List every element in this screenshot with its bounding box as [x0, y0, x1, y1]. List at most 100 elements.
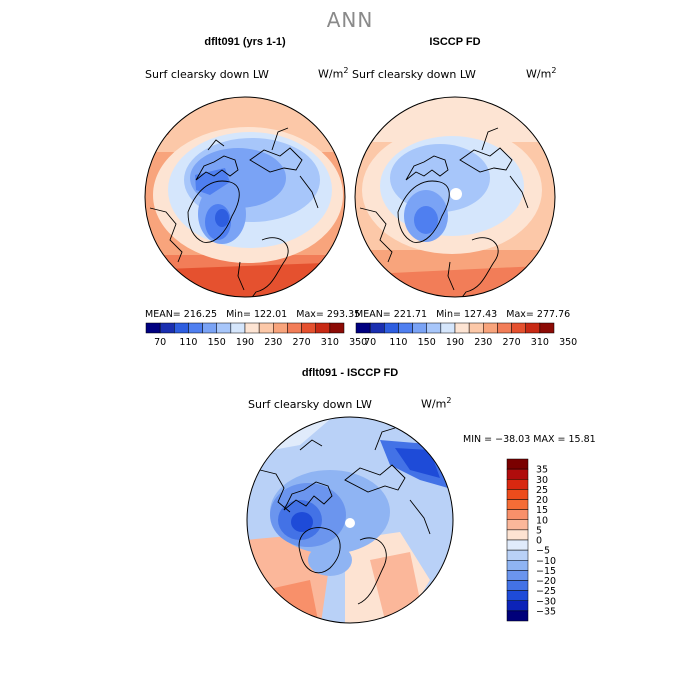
colorbar-swatch [440, 322, 456, 334]
max-label: Max= [506, 309, 534, 320]
colorbar-swatch [497, 322, 512, 334]
colorbar-tick-label: 30 [536, 475, 548, 486]
colorbar-swatch [426, 322, 442, 334]
mean-value: 221.71 [393, 309, 428, 320]
colorbar-swatch [511, 322, 526, 334]
mean-label: MEAN= [355, 309, 391, 320]
colorbar-swatch [258, 322, 274, 334]
colorbar-swatch [174, 322, 189, 334]
colorbar-swatch [159, 322, 175, 334]
mean-value: 216.25 [183, 309, 218, 320]
colorbar-tick-label: −35 [536, 606, 556, 617]
colorbar-swatch [506, 509, 529, 520]
colorbar-swatch [216, 322, 232, 334]
colorbar-swatch [506, 580, 529, 591]
colorbar-swatch [244, 322, 260, 334]
colorbar-swatch [301, 322, 316, 334]
colorbar-swatch [188, 322, 203, 334]
units-label-diff: W/m2 [421, 396, 452, 411]
colorbar-swatch [287, 322, 302, 334]
min-label: Min= [226, 309, 251, 320]
colorbar-swatch [506, 458, 529, 470]
colorbar-swatch [230, 322, 246, 334]
colorbar-tick-label: −5 [536, 546, 550, 557]
units-label-obs: W/m2 [526, 66, 557, 81]
variable-label-diff: Surf clearsky down LW [248, 398, 372, 411]
units-label-model: W/m2 [318, 66, 349, 81]
colorbar-tick-label: 310 [321, 337, 339, 348]
colorbar-tick-label: 35 [536, 465, 548, 476]
colorbar-swatch [506, 560, 529, 571]
panel-title-model: dflt091 (yrs 1-1) [204, 36, 286, 48]
colorbar-swatch [506, 610, 529, 622]
colorbar-tick-label: 270 [293, 337, 311, 348]
colorbar-tick-label: 230 [474, 337, 492, 348]
map-border-diff [246, 416, 454, 624]
colorbar-tick-label: −15 [536, 566, 556, 577]
colorbar-swatch [355, 322, 371, 334]
colorbar-tick-label: 150 [418, 337, 436, 348]
colorbar-swatch [468, 322, 484, 334]
colorbar-swatch [506, 549, 529, 561]
colorbar-swatch [506, 479, 529, 490]
max-value: 277.76 [536, 309, 571, 320]
colorbar-tick-label: 110 [179, 337, 197, 348]
colorbar-tick-label: 230 [264, 337, 282, 348]
colorbar-swatch [454, 322, 470, 334]
coastlines-model [149, 127, 319, 297]
colorbar-tick-label: 350 [349, 337, 367, 348]
coastlines-diff [259, 427, 431, 605]
colorbar-tick-label: −20 [536, 576, 556, 587]
colorbar-swatch [315, 322, 331, 334]
map-obs [355, 97, 555, 297]
colorbar-tick-label: 10 [536, 515, 548, 526]
min-value: 122.01 [253, 309, 288, 320]
colorbar-tick-label: 310 [531, 337, 549, 348]
colorbar-swatch [145, 322, 161, 334]
colorbar-swatch [506, 468, 529, 480]
colorbar-swatch [483, 322, 498, 334]
max-value: 293.35 [326, 309, 361, 320]
colorbar-swatch [539, 322, 555, 334]
colorbar-swatch [384, 322, 399, 334]
map-model [145, 97, 345, 297]
colorbar-swatch [525, 322, 541, 334]
min-value: 127.43 [463, 309, 498, 320]
stats-model: MEAN= 216.25 Min= 122.01 Max= 293.35 [145, 309, 360, 320]
figure-title: ANN [326, 8, 374, 32]
colorbar-tick-label: 15 [536, 505, 548, 516]
colorbar-swatch [506, 489, 529, 500]
colorbar-tick-label: 0 [536, 536, 542, 547]
colorbar-swatch [329, 322, 345, 334]
colorbar-tick-label: 190 [446, 337, 464, 348]
mean-label: MEAN= [145, 309, 181, 320]
min-label: Min= [436, 309, 461, 320]
colorbar-tick-label: 350 [559, 337, 577, 348]
colorbar-tick-label: 70 [154, 337, 166, 348]
colorbar-tick-label: −30 [536, 596, 556, 607]
colorbar-tick-label: 5 [536, 525, 542, 536]
map-border-obs [354, 96, 556, 298]
stats-obs: MEAN= 221.71 Min= 127.43 Max= 277.76 [355, 309, 570, 320]
colorbar-swatch [506, 519, 529, 531]
colorbar-swatch [369, 322, 385, 334]
colorbar-obs: 70 110 150 190 230 270 310 350 [355, 322, 577, 348]
colorbar-swatch [412, 322, 427, 334]
map-border-model [144, 96, 346, 298]
colorbar-tick-label: 20 [536, 495, 548, 506]
colorbar-swatch [273, 322, 288, 334]
colorbar-swatch [506, 600, 529, 612]
panel-title-obs: ISCCP FD [429, 36, 481, 48]
coastlines-obs [359, 127, 529, 297]
stats-diff: MIN = −38.03 MAX = 15.81 [463, 434, 596, 445]
colorbar-swatch [202, 322, 217, 334]
colorbar-tick-label: −25 [536, 586, 556, 597]
colorbar-tick-label: −10 [536, 556, 556, 567]
variable-label-obs: Surf clearsky down LW [352, 68, 476, 81]
colorbar-tick-label: 270 [503, 337, 521, 348]
colorbar-swatch [506, 499, 529, 510]
colorbar-tick-label: 150 [208, 337, 226, 348]
colorbar-tick-label: 70 [364, 337, 376, 348]
